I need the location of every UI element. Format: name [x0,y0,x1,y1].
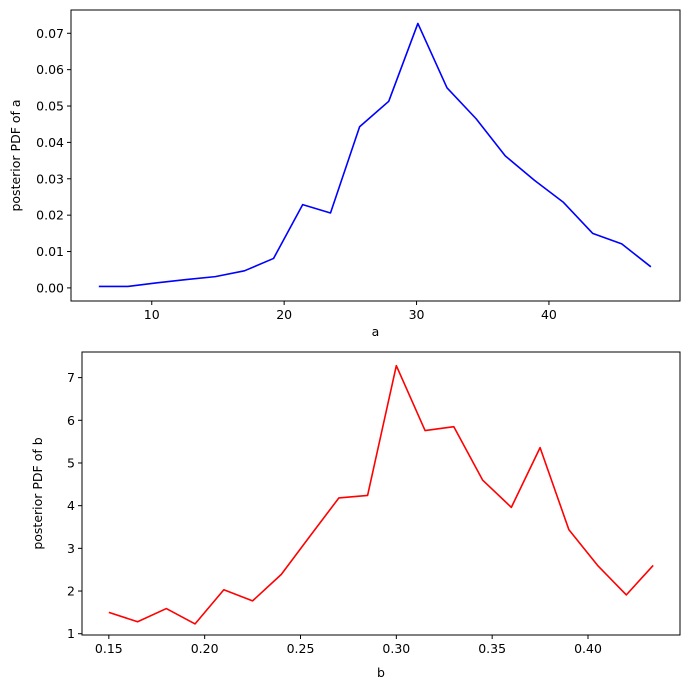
data-point [156,282,158,284]
y-tick-label: 0.00 [36,280,64,295]
y-tick-label: 7 [67,370,75,385]
data-point [539,446,541,448]
data-point [309,535,311,537]
data-point [388,100,390,102]
data-point [165,607,167,609]
data-point [338,497,340,499]
data-point [510,506,512,508]
y-tick-label: 0.07 [36,26,64,41]
x-tick-label: 0.30 [382,641,410,656]
data-point [481,479,483,481]
data-point [446,87,448,89]
data-point [562,201,564,203]
x-axis-ticks: 0.15 0.20 0.25 0.30 0.35 0.40 [95,635,602,656]
y-tick-label: 0.06 [36,62,64,77]
x-tick-label: 0.40 [574,641,602,656]
y-tick-label: 4 [67,498,75,513]
data-point [650,266,652,268]
y-tick-label: 0.01 [36,244,64,259]
x-tick-label: 30 [409,307,425,322]
data-point [280,573,282,575]
data-point [591,232,593,234]
x-tick-label: 0.25 [287,641,315,656]
x-tick-label: 20 [276,307,292,322]
y-axis-label: posterior PDF of a [8,99,23,211]
data-point [475,118,477,120]
plot-frame [70,9,681,302]
data-point [417,22,419,24]
data-point [533,179,535,181]
y-tick-label: 0.02 [36,208,64,223]
data-point [652,564,654,566]
data-point [621,243,623,245]
data-point [98,285,100,287]
data-point [329,212,331,214]
data-point [625,594,627,596]
data-point [301,203,303,205]
x-tick-label: 0.35 [478,641,506,656]
x-tick-label: 0.15 [95,641,123,656]
x-tick-label: 0.20 [191,641,219,656]
chart-a: 10 20 30 40 0.000.010.020.030.040.050.060.0… [8,9,681,339]
data-point [453,426,455,428]
y-tick-label: 2 [67,584,75,599]
y-tick-label: 0.05 [36,99,64,114]
x-axis-label: b [377,665,385,680]
x-tick-label: 10 [144,307,160,322]
y-tick-label: 0.03 [36,171,64,186]
data-point [596,564,598,566]
y-axis-label: posterior PDF of b [30,437,45,549]
data-point [136,621,138,623]
y-tick-label: 1 [67,626,75,641]
data-point [185,278,187,280]
y-axis-ticks: 0.00 0.01 0.02 0.03 0.04 0.05 0.06 0.07 [36,26,71,295]
data-point [358,126,360,128]
data-point [194,623,196,625]
data-point [504,155,506,157]
data-point [366,494,368,496]
data-point [424,429,426,431]
y-tick-label: 5 [67,455,75,470]
chart-b: 0.15 0.20 0.25 0.30 0.35 0.40 1 2 3 4 5 6 7 b poste… [30,351,681,680]
y-axis-ticks: 1 2 3 4 5 6 7 [67,370,82,641]
data-point [272,257,274,259]
data-point [243,270,245,272]
x-axis-label: a [372,324,380,339]
y-tick-label: 6 [67,413,75,428]
data-point [214,275,216,277]
data-point [251,600,253,602]
data-point [568,528,570,530]
plot-frame [81,351,681,636]
series-line [98,22,652,288]
x-axis-ticks: 10 20 30 40 [144,301,557,322]
series-line [108,364,654,625]
y-tick-label: 3 [67,541,75,556]
y-tick-label: 0.04 [36,135,64,150]
data-point [127,285,129,287]
data-point [108,611,110,613]
x-tick-label: 40 [541,307,557,322]
data-point [395,364,397,366]
data-point [223,589,225,591]
